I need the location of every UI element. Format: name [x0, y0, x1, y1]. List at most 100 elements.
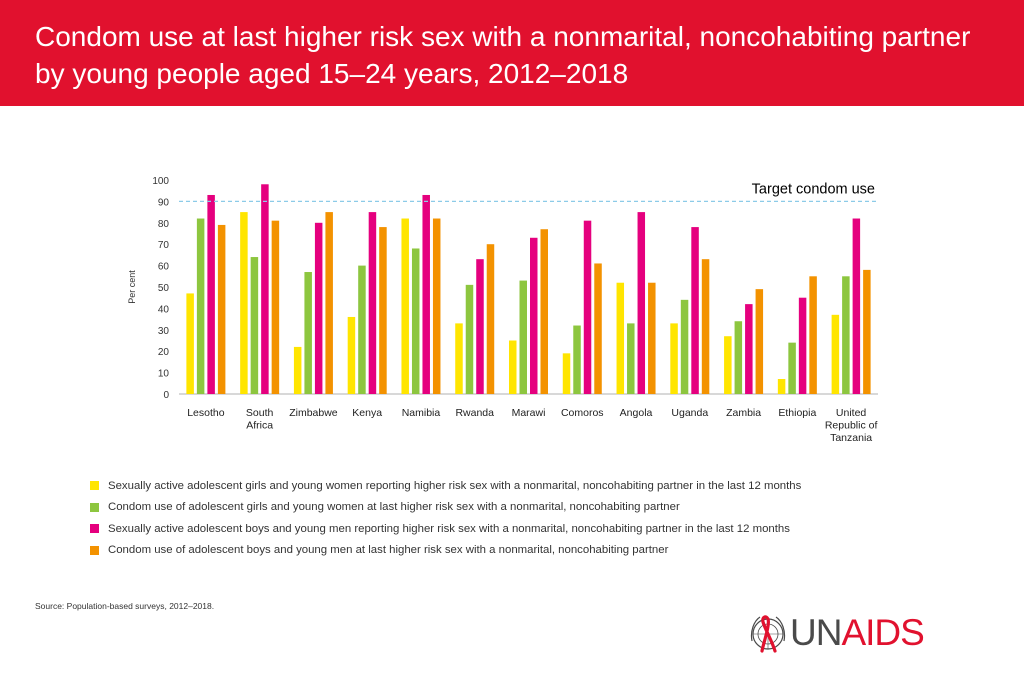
x-tick-label: Zimbabwe: [289, 407, 338, 419]
x-tick-label: Uganda: [671, 407, 708, 419]
bar: [293, 346, 302, 394]
bar: [724, 336, 732, 394]
source-text: Population-based surveys, 2012–2018.: [64, 601, 215, 611]
legend-label: Sexually active adolescent girls and you…: [108, 479, 802, 492]
bar: [798, 297, 807, 394]
bar: [788, 342, 796, 394]
bar: [701, 259, 710, 394]
legend-swatch: [90, 502, 99, 512]
bar: [422, 194, 430, 394]
x-tick-label: Ethiopia: [778, 407, 816, 419]
bar: [314, 222, 323, 394]
bar: [411, 248, 420, 394]
x-tick-label: Comoros: [561, 407, 604, 419]
bar: [368, 212, 377, 394]
y-tick-label: 50: [158, 283, 170, 294]
bar-chart: 0 10 20 30 40 50 60 70 80 90 100 Per cent Target con…: [127, 176, 878, 444]
x-tick-label: Lesotho: [187, 407, 225, 419]
legend-item: Condom use of adolescent boys and young …: [90, 540, 801, 562]
bar: [562, 353, 571, 394]
bar: [465, 284, 474, 394]
bar: [261, 184, 269, 394]
header-banner: Condom use at last higher risk sex with …: [0, 0, 1024, 106]
logo-text-aids: AIDS: [841, 612, 924, 653]
bar: [476, 259, 484, 394]
legend-item: Sexually active adolescent girls and you…: [90, 475, 801, 497]
legend-label: Condom use of adolescent boys and young …: [108, 544, 669, 557]
y-tick-label: 10: [158, 369, 170, 380]
bar: [196, 218, 205, 394]
bar: [217, 224, 226, 394]
bar: [680, 299, 689, 394]
red-ribbon-un-emblem-icon: [750, 615, 786, 653]
target-label: Target condom use: [752, 181, 875, 197]
bar: [691, 227, 699, 394]
bar: [186, 293, 194, 394]
source-label: Source:: [35, 601, 65, 611]
bar: [509, 340, 517, 394]
bar: [250, 257, 259, 394]
bar: [401, 218, 409, 394]
x-tick-label: Rwanda: [455, 407, 494, 419]
bar: [755, 289, 764, 394]
y-axis-label: Per cent: [127, 270, 137, 304]
legend-swatch: [90, 524, 99, 534]
bar: [271, 220, 280, 394]
y-tick-label: 0: [163, 390, 169, 401]
bar: [486, 244, 495, 394]
bar: [831, 314, 840, 394]
bar: [852, 218, 861, 394]
bar: [627, 323, 635, 394]
bar: [347, 316, 356, 394]
x-tick-label: Angola: [620, 407, 653, 419]
bar: [863, 269, 871, 394]
chart-legend: Sexually active adolescent girls and you…: [90, 475, 801, 561]
page-title: Condom use at last higher risk sex with …: [35, 21, 971, 89]
legend-label: Sexually active adolescent boys and youn…: [108, 522, 790, 535]
bar: [637, 212, 646, 394]
legend-item: Sexually active adolescent boys and youn…: [90, 518, 801, 540]
bar: [540, 229, 548, 394]
x-tick-label: South: [246, 407, 274, 419]
logo-text-un: UN: [790, 612, 842, 653]
legend-label: Condom use of adolescent girls and young…: [108, 501, 680, 514]
y-tick-label: 80: [158, 219, 170, 230]
bar: [358, 265, 366, 394]
legend-item: Condom use of adolescent girls and young…: [90, 497, 801, 519]
legend-swatch: [90, 481, 99, 491]
bar: [583, 220, 592, 394]
x-tick-label: Tanzania: [830, 432, 872, 444]
x-tick-label: Namibia: [402, 407, 441, 419]
x-tick-label: Kenya: [352, 407, 382, 419]
bar: [745, 304, 753, 394]
x-tick-label: United: [836, 407, 867, 419]
y-tick-label: 30: [158, 326, 170, 337]
bar: [379, 227, 387, 394]
y-tick-label: 70: [158, 240, 170, 251]
y-tick-label: 100: [152, 176, 169, 187]
bar: [432, 218, 441, 394]
x-tick-label: Africa: [246, 420, 273, 432]
bar: [240, 212, 248, 394]
y-tick-label: 90: [158, 197, 170, 208]
source-note: Source: Population-based surveys, 2012–2…: [35, 601, 214, 611]
bar: [325, 212, 333, 394]
y-tick-label: 40: [158, 304, 170, 315]
bar: [777, 379, 786, 394]
bar: [530, 237, 538, 394]
bar: [616, 282, 625, 394]
bar: [734, 321, 743, 394]
bar: [842, 276, 850, 394]
x-tick-label: Republic of: [825, 420, 878, 432]
x-tick-label: Marawi: [512, 407, 546, 419]
bar: [207, 194, 215, 394]
unaids-logo: UNAIDS: [748, 611, 948, 655]
bar: [809, 276, 817, 394]
bar: [648, 282, 656, 394]
bar: [455, 323, 463, 394]
x-tick-label: Zambia: [726, 407, 761, 419]
y-tick-label: 20: [158, 347, 170, 358]
bar: [519, 280, 527, 394]
legend-swatch: [90, 545, 99, 555]
bar: [573, 325, 581, 394]
